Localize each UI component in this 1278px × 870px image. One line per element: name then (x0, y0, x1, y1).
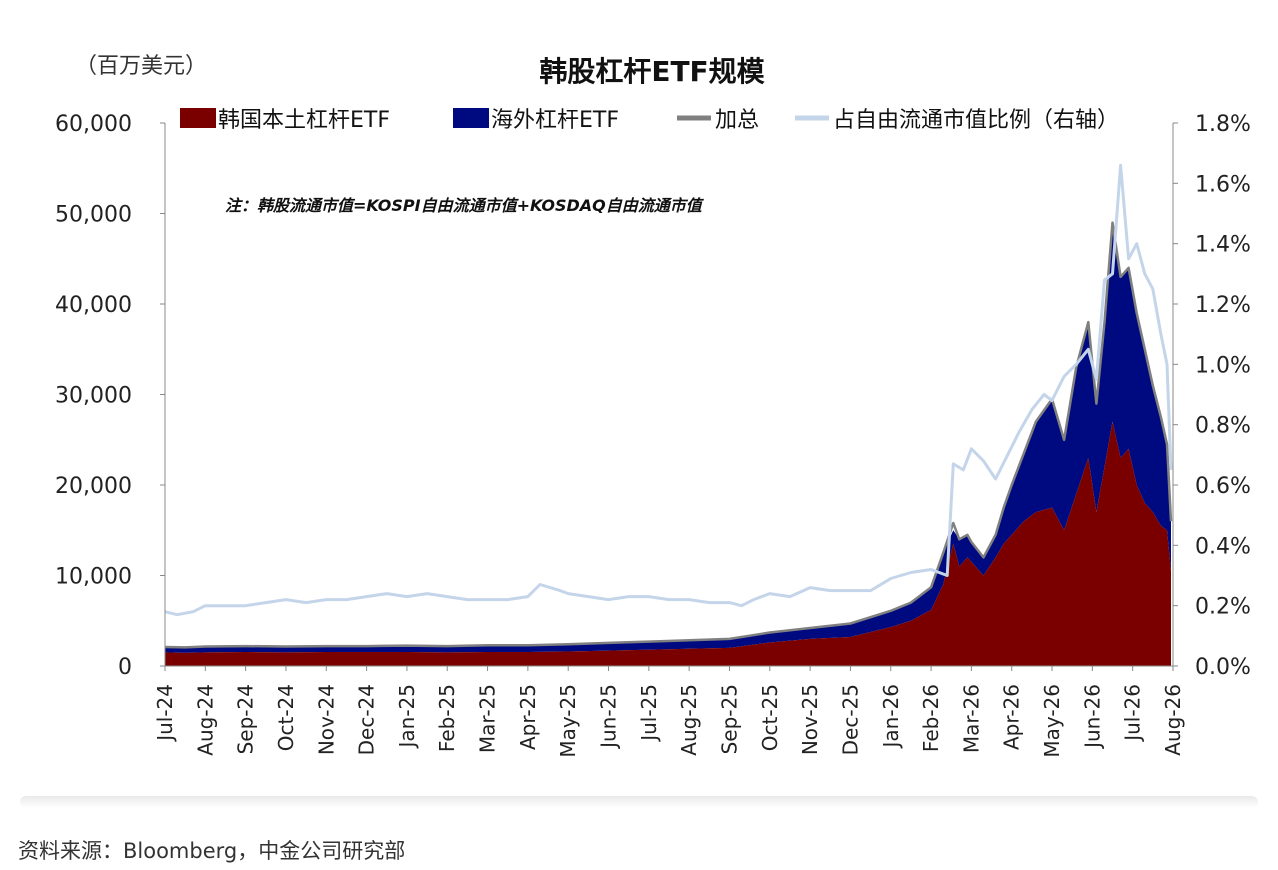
line-layer (164, 163, 1173, 649)
x-tick-label: Jul-26 (1121, 684, 1145, 743)
legend: 韩国本土杠杆ETF 海外杠杆ETF 加总 占自由流通市值比例（右轴） (180, 108, 1119, 133)
series-total-line (164, 221, 1173, 649)
right-tick-label: 0.4% (1195, 534, 1251, 559)
chart-card: （百万美元） 韩股杠杆ETF规模 注：韩股流通市值=KOSPI自由流通市值+KO… (55, 54, 1251, 758)
x-tick-label: Mar-26 (959, 684, 983, 753)
x-tick-label: Jun-26 (1080, 684, 1104, 750)
right-tick-label: 0.6% (1195, 474, 1251, 499)
legend-swatch (180, 108, 216, 128)
left-tick-label: 40,000 (55, 293, 132, 318)
legend-label: 占自由流通市值比例（右轴） (833, 108, 1119, 133)
left-tick-label: 10,000 (55, 565, 132, 590)
source-note: 资料来源：Bloomberg，中金公司研究部 (18, 839, 406, 863)
legend-label: 加总 (715, 108, 759, 133)
x-tick-label: Jul-24 (153, 684, 177, 743)
chart-note: 注：韩股流通市值=KOSPI自由流通市值+KOSDAQ自由流通市值 (225, 196, 705, 215)
x-tick-label: Apr-25 (516, 684, 540, 750)
legend-item: 加总 (677, 108, 759, 133)
x-tick-label: May-26 (1040, 684, 1064, 758)
right-tick-label: 1.0% (1195, 353, 1251, 378)
x-tick-label: Dec-24 (355, 684, 379, 755)
x-tick-label: Feb-25 (435, 684, 459, 752)
x-tick-label: Nov-25 (798, 684, 822, 755)
legend-item: 韩国本土杠杆ETF (180, 108, 390, 133)
left-tick-label: 0 (118, 655, 132, 680)
chart-title: 韩股杠杆ETF规模 (539, 55, 765, 88)
x-tick-label: Jul-25 (637, 684, 661, 743)
legend-label: 海外杠杆ETF (491, 108, 619, 133)
x-tick-label: Feb-26 (919, 684, 943, 752)
x-tick-label: Jan-26 (879, 684, 903, 750)
x-tick-label: Aug-24 (193, 684, 217, 756)
x-tick-label: Aug-26 (1161, 684, 1185, 756)
series-domestic-area (165, 421, 1171, 666)
left-tick-label: 50,000 (55, 203, 132, 228)
x-tick-label: Oct-24 (274, 684, 298, 751)
legend-swatch (453, 108, 489, 128)
x-tick-label: Nov-24 (314, 684, 338, 755)
x-tick-label: Dec-25 (838, 684, 862, 755)
x-tick-label: Sep-24 (234, 684, 258, 754)
legend-item: 海外杠杆ETF (453, 108, 619, 133)
x-tick-label: May-25 (556, 684, 580, 758)
card-shadow (20, 796, 1258, 808)
x-tick-label: Jun-25 (597, 684, 621, 750)
left-tick-label: 60,000 (55, 112, 132, 137)
right-tick-label: 1.8% (1195, 112, 1251, 137)
area-layer (165, 222, 1171, 666)
left-tick-label: 20,000 (55, 474, 132, 499)
legend-item: 占自由流通市值比例（右轴） (795, 108, 1119, 133)
x-tick-label: Sep-25 (717, 684, 741, 754)
x-tick-label: Mar-25 (476, 684, 500, 753)
axes-layer: 0 10,000 20,000 30,000 40,000 50,000 60,000 0.0… (55, 112, 1251, 758)
x-tick-label: Jan-25 (395, 684, 419, 750)
right-tick-label: 1.2% (1195, 293, 1251, 318)
series-ratio-line (164, 163, 1173, 617)
x-tick-label: Aug-25 (677, 684, 701, 756)
right-tick-label: 0.0% (1195, 655, 1251, 680)
right-tick-label: 1.4% (1195, 233, 1251, 258)
x-tick-label: Apr-26 (1000, 684, 1024, 750)
x-tick-label: Oct-25 (758, 684, 782, 751)
left-tick-label: 30,000 (55, 384, 132, 409)
chart-svg: （百万美元） 韩股杠杆ETF规模 注：韩股流通市值=KOSPI自由流通市值+KO… (55, 54, 1251, 758)
left-unit-label: （百万美元） (75, 54, 207, 79)
right-tick-label: 0.8% (1195, 414, 1251, 439)
right-tick-label: 0.2% (1195, 595, 1251, 620)
legend-label: 韩国本土杠杆ETF (218, 108, 390, 133)
right-tick-label: 1.6% (1195, 172, 1251, 197)
